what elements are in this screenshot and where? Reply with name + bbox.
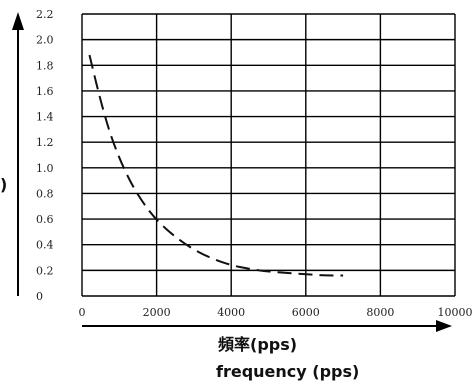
- y-tick-label: 0.6: [36, 213, 54, 226]
- x-tick-label: 0: [79, 306, 86, 319]
- y-tick-label: 0.4: [36, 239, 54, 252]
- y-tick-label: 0.8: [36, 187, 54, 200]
- y-tick-labels: 0 0.2 0.4 0.6 0.8 1.0 1.2 1.4 1.6 1.8 2.0 2.2: [36, 8, 54, 303]
- x-axis-label-chinese: 頻率(pps): [218, 335, 297, 354]
- y-tick-label: 0: [36, 290, 43, 303]
- x-tick-label: 10000: [438, 306, 473, 319]
- x-tick-label: 8000: [366, 306, 394, 319]
- grid: [81, 13, 456, 297]
- y-tick-label: 1.2: [36, 136, 54, 149]
- x-axis-label-english: frequency (pps): [216, 362, 359, 381]
- x-tick-label: 4000: [217, 306, 245, 319]
- y-tick-label: 1.4: [36, 111, 54, 124]
- series-group: [88, 54, 344, 277]
- x-axis-arrowhead: [436, 320, 452, 332]
- y-axis-label-fragment: ): [0, 175, 7, 194]
- y-axis-arrowhead: [12, 12, 24, 30]
- y-tick-label: 0.2: [36, 264, 54, 277]
- x-tick-label: 6000: [292, 306, 320, 319]
- y-tick-label: 1.8: [36, 59, 54, 72]
- x-tick-labels: 0 2000 4000 6000 8000 10000: [79, 306, 473, 319]
- y-tick-label: 1.6: [36, 85, 54, 98]
- y-tick-label: 2.2: [36, 8, 54, 21]
- y-tick-label: 2.0: [36, 34, 54, 47]
- series-line: [88, 54, 344, 277]
- y-tick-label: 1.0: [36, 162, 54, 175]
- x-tick-label: 2000: [143, 306, 171, 319]
